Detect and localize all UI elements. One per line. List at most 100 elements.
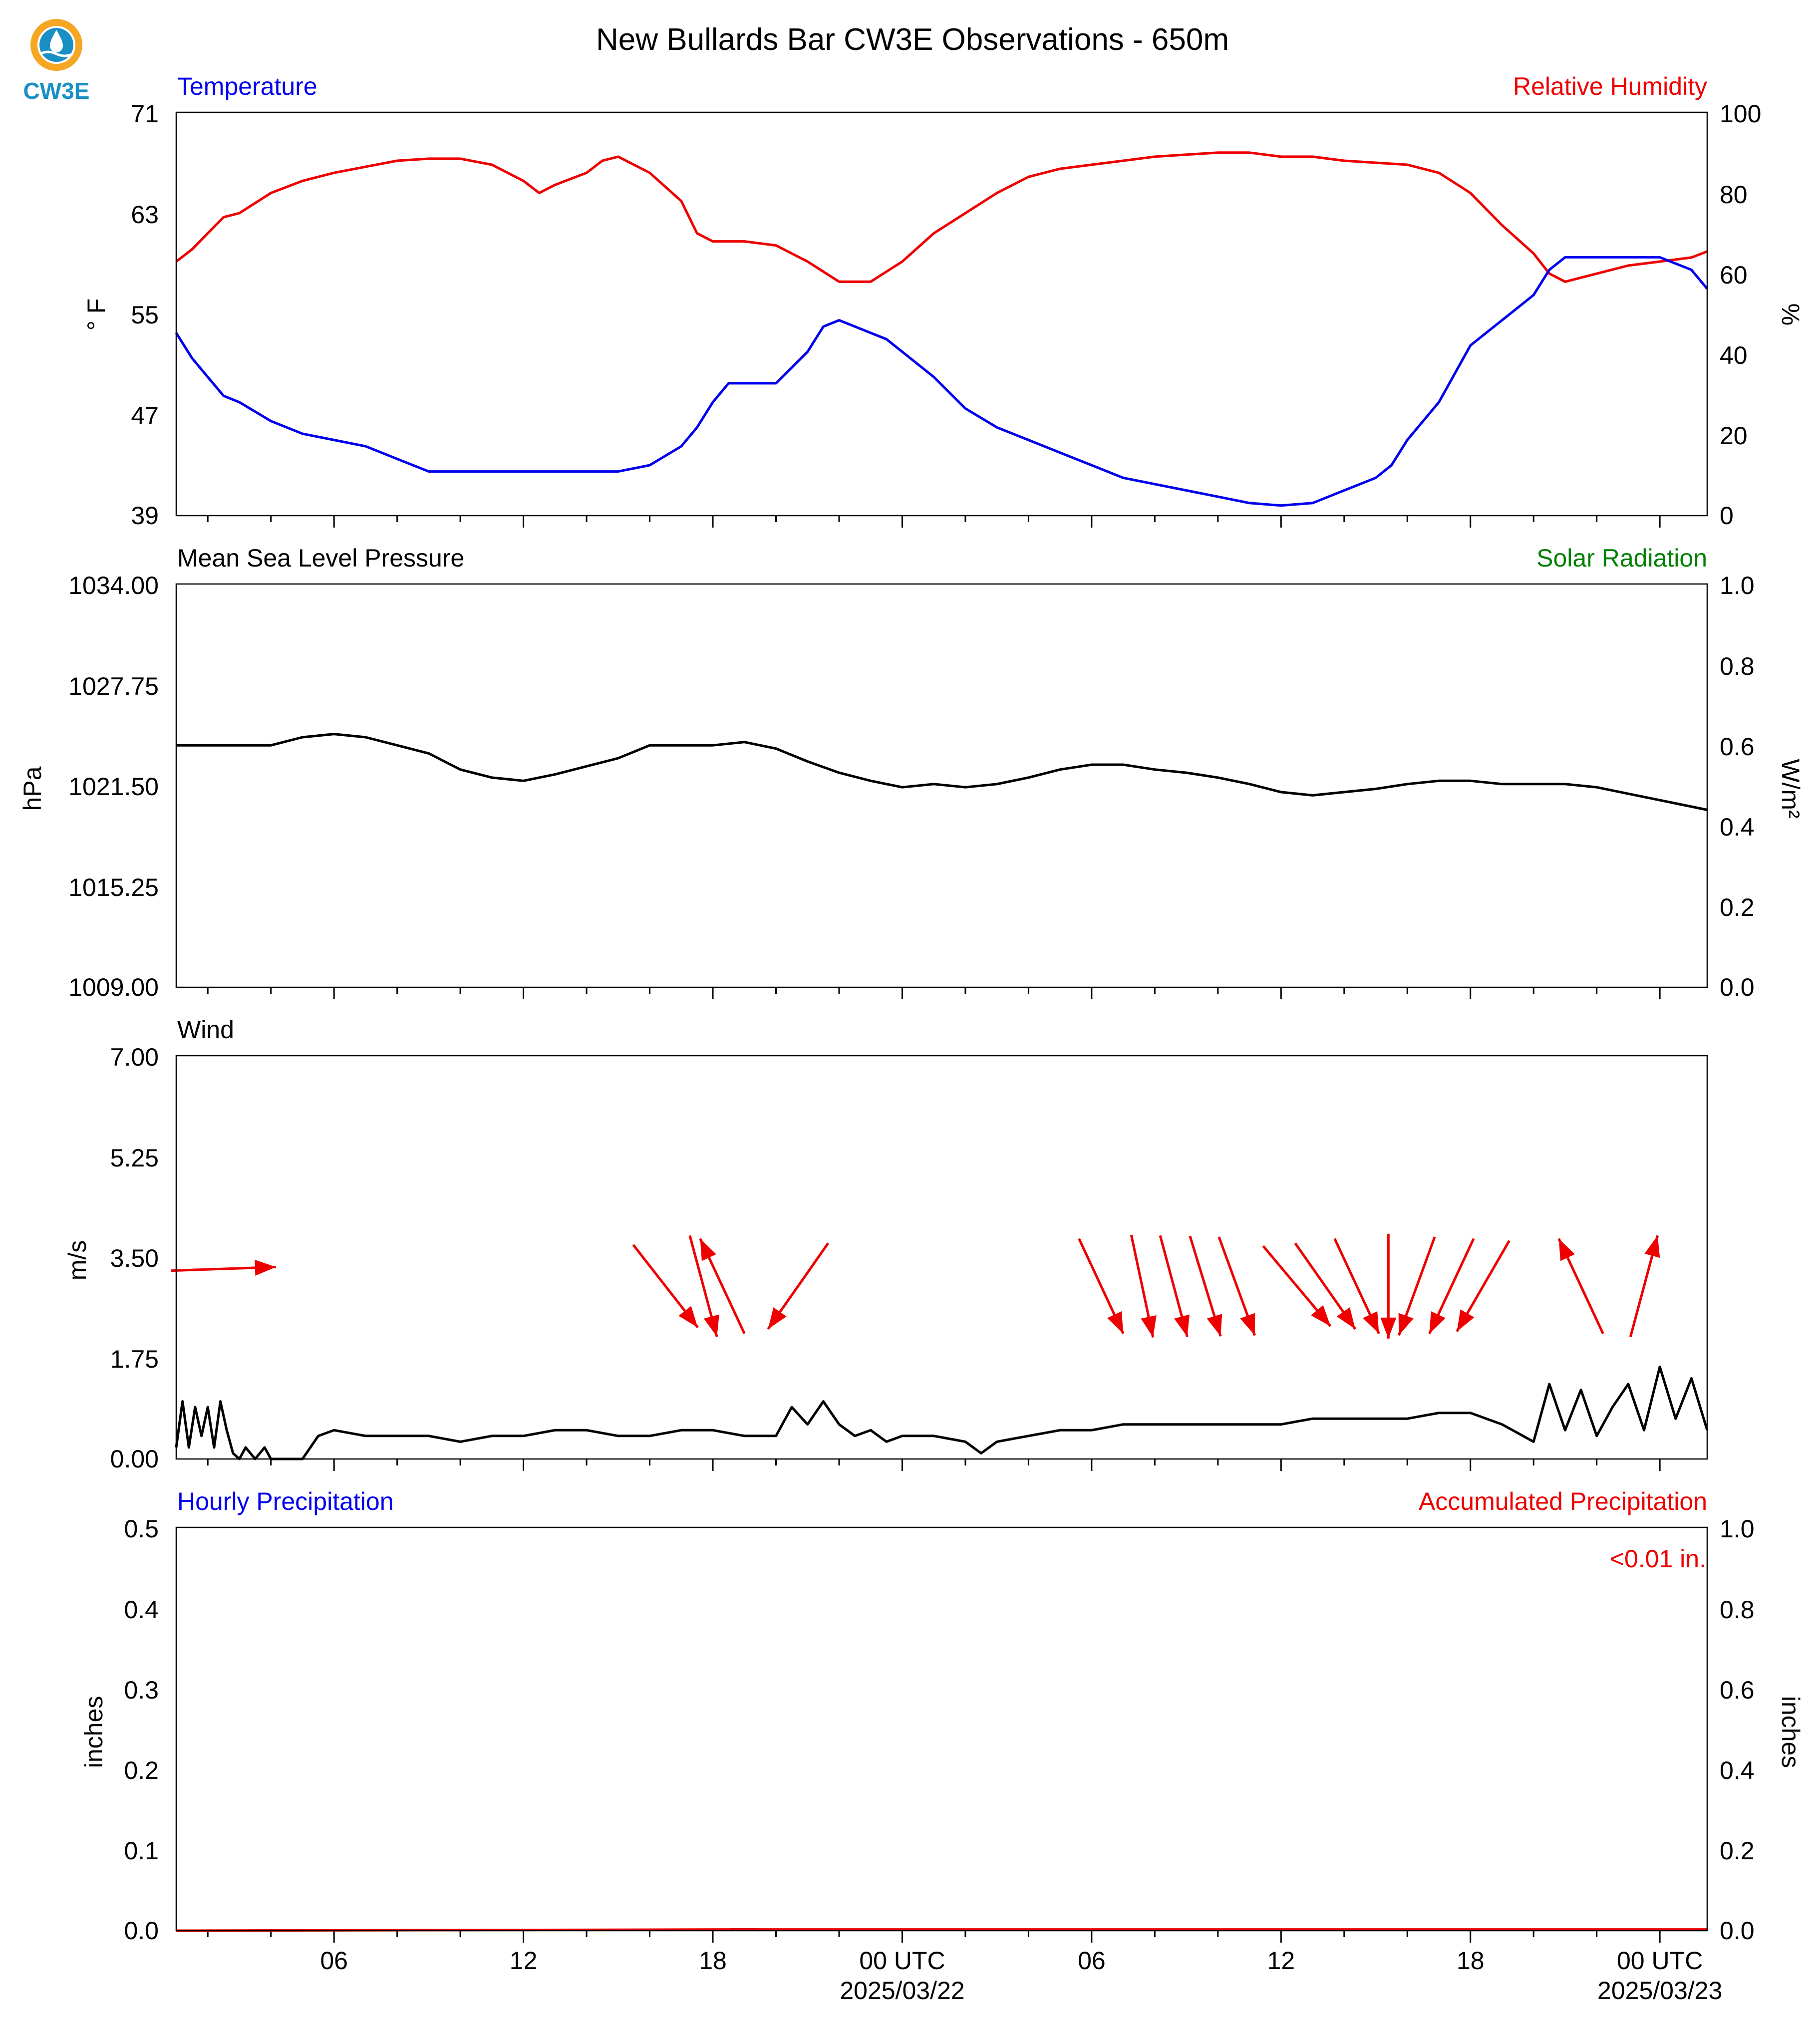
y-axis-label-wind: m/s bbox=[63, 1240, 91, 1281]
x-tick-label: 12 bbox=[1267, 1947, 1295, 1975]
y-axis-label-humidity: % bbox=[1777, 303, 1805, 325]
y-tick-temp-55: 55 bbox=[131, 301, 159, 329]
y-tick-w-5.25: 5.25 bbox=[110, 1144, 159, 1172]
wave-icon bbox=[39, 50, 74, 57]
y-tick-ap-1.0: 1.0 bbox=[1720, 1515, 1755, 1543]
panel-title-temperature: Temperature bbox=[177, 72, 317, 100]
wind-speed-series-line bbox=[175, 1365, 1709, 1460]
x-tick-label: 12 bbox=[510, 1947, 538, 1975]
y-tick-hp-0.0: 0.0 bbox=[124, 1917, 159, 1945]
y-tick-rh-60: 60 bbox=[1720, 261, 1748, 289]
y-tick-temp-47: 47 bbox=[131, 402, 159, 430]
wind-arrow bbox=[1078, 1238, 1125, 1334]
wind-arrow bbox=[1629, 1235, 1660, 1337]
wind-arrow bbox=[767, 1242, 830, 1330]
y-tick-p-1009: 1009.00 bbox=[68, 973, 159, 1001]
chart-title: New Bullards Bar CW3E Observations - 650… bbox=[596, 22, 1229, 57]
x-tick-label: 18 bbox=[1457, 1947, 1485, 1975]
x-tick-label: 00 UTC bbox=[859, 1947, 945, 1975]
panel-precipitation: Hourly Precipitation Accumulated Precipi… bbox=[80, 1487, 1805, 2005]
y-tick-rh-20: 20 bbox=[1720, 422, 1748, 450]
x-tick-date-label: 2025/03/23 bbox=[1597, 1977, 1722, 2005]
logo-text: CW3E bbox=[23, 78, 90, 104]
temperature-series-line bbox=[175, 256, 1708, 507]
y-tick-hp-0.5: 0.5 bbox=[124, 1515, 159, 1543]
y-tick-p-1015: 1015.25 bbox=[68, 873, 159, 901]
y-tick-w-1.75: 1.75 bbox=[110, 1345, 159, 1373]
wind-arrow bbox=[699, 1238, 746, 1334]
y-axis-label-accumulated: inches bbox=[1777, 1696, 1805, 1768]
wind-arrow bbox=[171, 1259, 276, 1276]
panel-title-wind: Wind bbox=[177, 1016, 234, 1044]
panel-title-accumulated-precip: Accumulated Precipitation bbox=[1419, 1487, 1707, 1515]
y-tick-hp-0.4: 0.4 bbox=[124, 1596, 159, 1624]
wind-arrow bbox=[1380, 1233, 1397, 1339]
wind-arrow bbox=[1557, 1238, 1604, 1334]
y-tick-rh-80: 80 bbox=[1720, 181, 1748, 209]
panel-title-hourly-precip: Hourly Precipitation bbox=[177, 1487, 394, 1515]
y-tick-p-1034: 1034.00 bbox=[68, 572, 159, 599]
wind-arrow bbox=[688, 1235, 719, 1337]
humidity-series-line bbox=[175, 151, 1708, 283]
x-tick-label: 18 bbox=[699, 1947, 727, 1975]
y-tick-sr-0.2: 0.2 bbox=[1720, 893, 1755, 921]
y-tick-ap-0.4: 0.4 bbox=[1720, 1756, 1755, 1784]
y-tick-sr-0.4: 0.4 bbox=[1720, 813, 1755, 841]
y-tick-sr-0.6: 0.6 bbox=[1720, 733, 1755, 761]
y-tick-temp-71: 71 bbox=[131, 100, 159, 128]
y-axis-label-solar: W/m² bbox=[1777, 759, 1805, 818]
cw3e-logo: CW3E bbox=[23, 19, 90, 104]
wind-arrow bbox=[1189, 1235, 1222, 1337]
y-tick-temp-63: 63 bbox=[131, 201, 159, 229]
wind-arrow bbox=[1217, 1236, 1256, 1336]
wind-arrow bbox=[1159, 1235, 1190, 1337]
panel-wind: Wind m/s 7.00 5.25 3.50 1.75 0.00 bbox=[63, 1016, 1709, 1473]
panel-title-pressure: Mean Sea Level Pressure bbox=[177, 544, 464, 572]
y-tick-rh-100: 100 bbox=[1720, 100, 1761, 128]
y-tick-p-1021: 1021.50 bbox=[68, 773, 159, 801]
y-tick-temp-39: 39 bbox=[131, 502, 159, 530]
wind-arrow bbox=[1130, 1234, 1157, 1338]
y-axis-label-pressure: hPa bbox=[18, 766, 46, 811]
panel-frame bbox=[175, 111, 1708, 517]
y-tick-rh-40: 40 bbox=[1720, 341, 1748, 369]
panel-frame bbox=[175, 1055, 1708, 1460]
y-tick-hp-0.3: 0.3 bbox=[124, 1676, 159, 1704]
logo-ring bbox=[30, 19, 82, 71]
y-tick-ap-0.0: 0.0 bbox=[1720, 1917, 1755, 1945]
y-tick-ap-0.2: 0.2 bbox=[1720, 1837, 1755, 1865]
panel-frame bbox=[175, 583, 1708, 988]
precip-total-annotation: <0.01 in. bbox=[1610, 1545, 1706, 1573]
y-tick-w-0: 0.00 bbox=[110, 1445, 159, 1473]
wind-arrow bbox=[1428, 1238, 1475, 1334]
y-tick-w-3.5: 3.50 bbox=[110, 1244, 159, 1272]
panel-title-solar-radiation: Solar Radiation bbox=[1536, 544, 1707, 572]
y-axis-label-temperature: ° F bbox=[82, 298, 110, 330]
pressure-series-line bbox=[176, 733, 1708, 811]
y-tick-hp-0.2: 0.2 bbox=[124, 1756, 159, 1784]
y-tick-sr-0.8: 0.8 bbox=[1720, 652, 1755, 680]
y-tick-sr-0.0: 0.0 bbox=[1720, 973, 1755, 1001]
y-tick-hp-0.1: 0.1 bbox=[124, 1837, 159, 1865]
x-tick-date-label: 2025/03/22 bbox=[840, 1977, 964, 2005]
y-tick-ap-0.8: 0.8 bbox=[1720, 1596, 1755, 1624]
drop-icon bbox=[50, 30, 63, 52]
wind-arrow bbox=[1333, 1238, 1380, 1334]
panel-temperature-humidity: Temperature Relative Humidity ° F % 71 6… bbox=[82, 72, 1805, 530]
y-tick-w-7: 7.00 bbox=[110, 1043, 159, 1071]
panel-frame bbox=[175, 1526, 1708, 1932]
panel-pressure-solar: Mean Sea Level Pressure Solar Radiation … bbox=[18, 544, 1805, 1001]
x-tick-label: 06 bbox=[320, 1947, 348, 1975]
x-tick-label: 00 UTC bbox=[1617, 1947, 1703, 1975]
wind-arrow bbox=[1294, 1242, 1357, 1330]
y-tick-rh-0: 0 bbox=[1720, 502, 1734, 530]
x-tick-label: 06 bbox=[1078, 1947, 1106, 1975]
y-tick-ap-0.6: 0.6 bbox=[1720, 1676, 1755, 1704]
y-axis-label-hourly: inches bbox=[80, 1696, 108, 1768]
panel-title-relative-humidity: Relative Humidity bbox=[1513, 72, 1707, 100]
y-tick-p-1027: 1027.75 bbox=[68, 672, 159, 700]
wind-arrow bbox=[1262, 1245, 1332, 1327]
wind-arrow bbox=[632, 1244, 699, 1328]
wind-arrow bbox=[1456, 1240, 1511, 1332]
